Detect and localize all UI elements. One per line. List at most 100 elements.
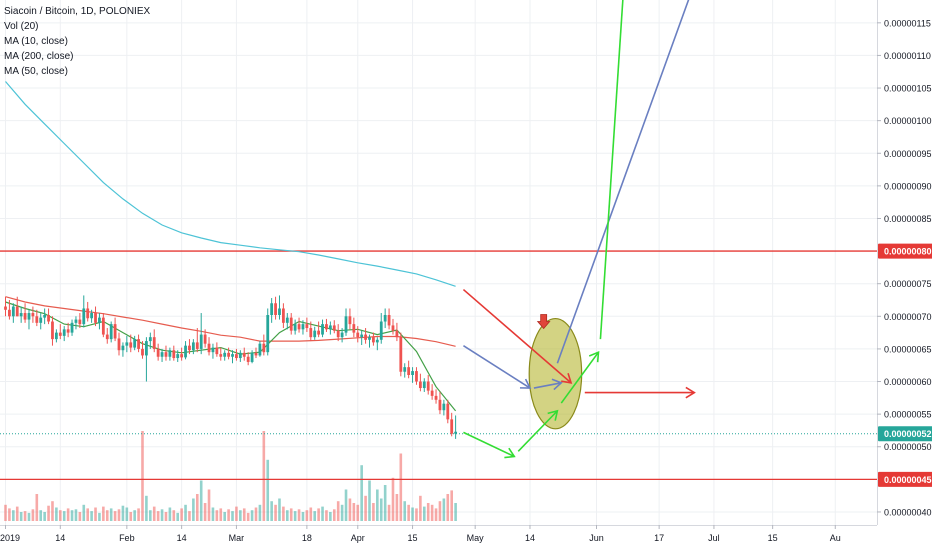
candle-body [191, 342, 195, 351]
volume-bar [415, 508, 418, 521]
time-tick-label: Au [830, 533, 841, 543]
candle-body [344, 316, 348, 333]
candle-body [156, 348, 160, 357]
candle-body [258, 343, 262, 356]
candle-body [90, 313, 94, 319]
price-tick-label: 0.00000050 [884, 442, 932, 452]
volume-bar [407, 504, 410, 521]
volume-bar [203, 503, 207, 521]
volume-bar [383, 485, 387, 521]
last-price-label: 0.00000052 [884, 429, 932, 439]
candle-body [278, 308, 281, 315]
candle-body [184, 345, 187, 358]
candle-body [54, 332, 58, 340]
candle-body [219, 354, 223, 357]
time-tick-label: 14 [55, 533, 65, 543]
candle-body [450, 419, 454, 434]
level-price-label-bg [878, 243, 932, 259]
volume-bar [78, 512, 82, 521]
price-axis: 0.00000040 0.00000050 0.00000055 0.00000060… [877, 0, 932, 550]
volume-bar [23, 511, 27, 521]
volume-bar [98, 512, 101, 521]
candle-body [372, 337, 375, 343]
candle-body [98, 317, 101, 323]
candle-body [422, 381, 426, 389]
volume-bar [12, 510, 15, 521]
time-tick-label: 14 [525, 533, 535, 543]
volume-bar [160, 509, 164, 521]
time-tick-label: 15 [408, 533, 418, 543]
volume-bar [105, 510, 109, 521]
candle-body [27, 313, 31, 320]
volume-bar [137, 508, 140, 521]
volume-bar [250, 510, 254, 521]
volume-bar [364, 495, 367, 521]
candle-body [211, 347, 215, 353]
candle-body [321, 324, 324, 335]
price-tick-label: 0.00000115 [884, 18, 931, 28]
candle-body [66, 329, 70, 333]
volume-bar [55, 507, 58, 521]
volume-bar [329, 512, 332, 521]
candle-body [43, 315, 47, 318]
candle-body [113, 324, 117, 339]
price-axis-bg [877, 0, 932, 550]
time-tick-label: 14 [177, 533, 187, 543]
volume-bar [31, 509, 35, 521]
volume-bar [223, 512, 226, 521]
volume-bar [430, 504, 434, 521]
volume-bar [62, 511, 66, 521]
candle-body [176, 354, 180, 359]
candle-body [317, 330, 321, 335]
candle-body [168, 350, 172, 357]
volume-bar [211, 507, 215, 521]
volume-bar [360, 465, 363, 521]
green-arrow-1 [463, 431, 515, 458]
volume-bar [192, 498, 195, 521]
candle-body [15, 306, 19, 317]
candle-body [336, 330, 340, 338]
candle-body [74, 319, 78, 323]
candle-body [395, 330, 399, 338]
volume-bar [340, 504, 344, 521]
price-tick-label: 0.00000085 [884, 214, 932, 224]
candle-body [39, 317, 43, 323]
candle-body [86, 308, 90, 319]
candle-body [164, 352, 168, 357]
candle-body [434, 395, 438, 400]
volume-bar [141, 431, 144, 521]
price-tick-label: 0.00000100 [884, 116, 932, 126]
volume-bar [442, 498, 446, 521]
candle-body [399, 337, 403, 372]
candle-body [47, 315, 50, 322]
candle-body [328, 325, 332, 330]
candle-body [411, 371, 414, 375]
volume-bar [254, 507, 258, 521]
candle-body [109, 324, 113, 340]
green-line-up [599, 0, 624, 340]
volume-bar [278, 498, 281, 521]
volume-bar [172, 510, 176, 521]
volume-bar [454, 503, 457, 521]
volume-bar [313, 511, 317, 521]
candle-body [242, 352, 246, 357]
volume-bar [70, 510, 74, 521]
candle-body [31, 313, 35, 317]
volume-bar [399, 453, 403, 521]
volume-bar [168, 507, 172, 521]
volume-bar [184, 504, 187, 521]
candle-body [281, 308, 285, 323]
volume-bar [74, 509, 78, 521]
volume-bar [395, 494, 399, 521]
candle-body [235, 354, 238, 359]
volume-bar [219, 508, 223, 521]
volume-bar [422, 506, 426, 521]
candle-body [125, 342, 129, 346]
volume-bar [207, 489, 211, 521]
candle-body [340, 332, 344, 338]
volume-bar [348, 498, 352, 521]
volume-bar [15, 506, 19, 521]
time-tick-label: Jun [589, 533, 604, 543]
volume-bar [289, 508, 293, 521]
